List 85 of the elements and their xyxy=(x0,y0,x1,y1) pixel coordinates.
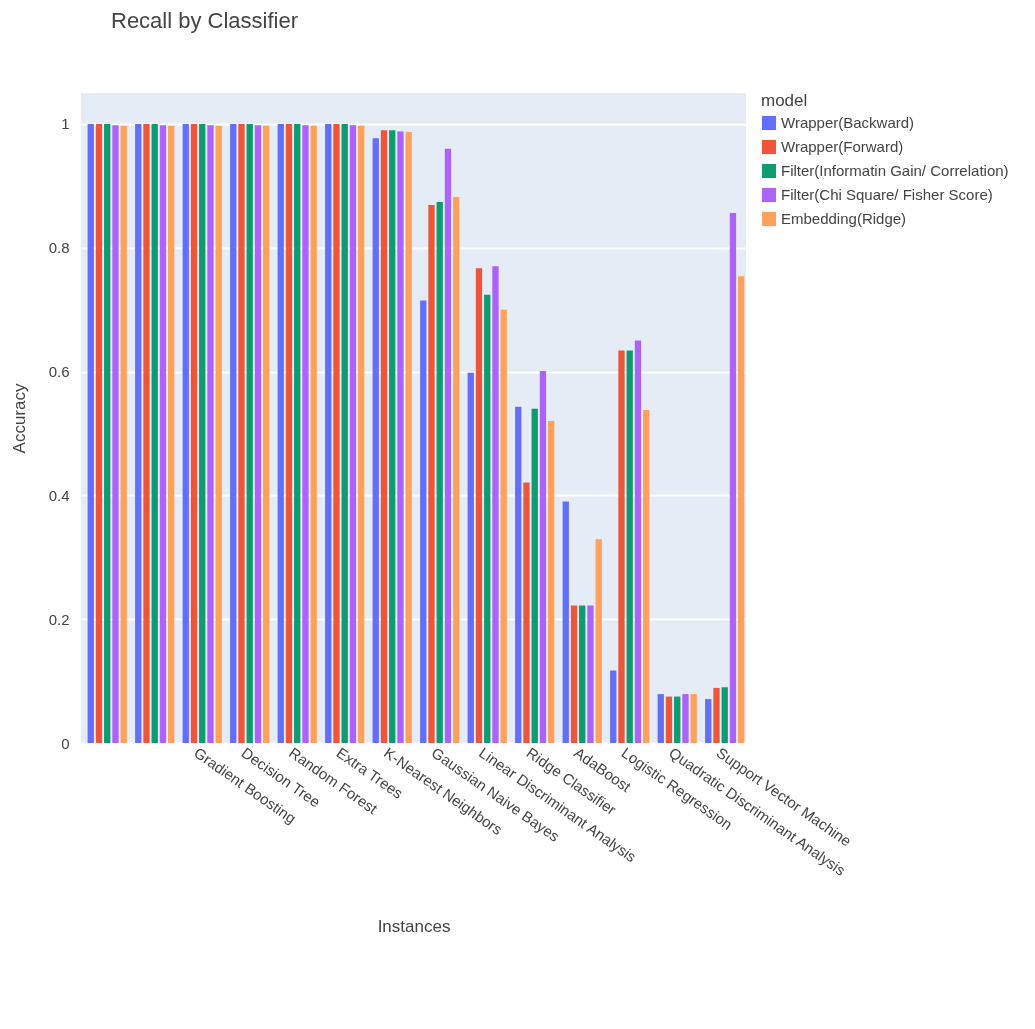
legend-label: Wrapper(Backward) xyxy=(781,114,915,131)
bar xyxy=(436,201,443,743)
bar xyxy=(263,125,270,743)
bar xyxy=(230,123,237,743)
bar xyxy=(705,699,712,743)
bar xyxy=(515,406,522,743)
bar xyxy=(199,123,206,743)
bar xyxy=(562,501,569,743)
bar xyxy=(325,123,332,743)
legend-label: Filter(Informatin Gain/ Correlation) xyxy=(781,162,1009,179)
y-tick-label: 0.4 xyxy=(48,486,70,504)
bar xyxy=(380,130,388,743)
y-tick-label: 0 xyxy=(61,734,70,752)
y-tick-label: 1 xyxy=(61,115,70,133)
bar xyxy=(120,125,127,743)
bar xyxy=(713,687,720,743)
bar xyxy=(389,130,396,743)
bar xyxy=(665,696,673,743)
bar xyxy=(548,421,555,743)
bar xyxy=(405,132,412,743)
bar xyxy=(207,125,214,743)
bar xyxy=(618,350,625,743)
bar xyxy=(294,123,301,743)
bar xyxy=(484,294,491,743)
y-tick-label: 0.2 xyxy=(48,610,70,628)
bar xyxy=(531,408,538,743)
y-axis-title: Accuracy xyxy=(9,383,29,454)
legend-title: model xyxy=(761,91,808,110)
bar xyxy=(349,125,357,743)
bar xyxy=(95,123,103,743)
bar xyxy=(358,125,365,743)
bar xyxy=(595,539,602,743)
bar xyxy=(428,205,435,743)
x-axis-title: Instances xyxy=(377,917,451,937)
bar xyxy=(159,125,167,743)
legend-label: Filter(Chi Square/ Fisher Score) xyxy=(781,186,993,203)
bar xyxy=(626,350,633,743)
bar xyxy=(135,123,142,743)
bar xyxy=(190,123,198,743)
bar xyxy=(738,276,745,743)
bar xyxy=(215,125,222,743)
bar xyxy=(721,687,728,743)
bar xyxy=(372,138,379,743)
bar xyxy=(539,370,547,743)
bar xyxy=(246,123,253,743)
bar xyxy=(579,605,586,743)
legend-label: Wrapper(Forward) xyxy=(781,138,904,155)
bar xyxy=(254,125,262,743)
bar xyxy=(467,372,474,743)
bar xyxy=(333,123,340,743)
bar xyxy=(643,409,650,743)
bar xyxy=(151,123,158,743)
bar xyxy=(444,148,452,743)
bar xyxy=(523,482,530,743)
legend-label: Embedding(Ridge) xyxy=(781,210,907,227)
bar xyxy=(143,123,150,743)
bar xyxy=(657,694,664,743)
bar xyxy=(285,123,293,743)
bar xyxy=(310,125,317,743)
bar xyxy=(341,123,348,743)
bar xyxy=(420,300,427,743)
bar xyxy=(500,309,507,743)
bar xyxy=(397,131,404,743)
bar xyxy=(587,605,594,743)
bar xyxy=(475,268,483,743)
bar xyxy=(492,266,499,743)
bar xyxy=(634,340,642,743)
bar xyxy=(277,123,284,743)
y-tick-label: 0.8 xyxy=(48,239,70,257)
bar xyxy=(682,694,689,743)
bar xyxy=(674,696,681,743)
bar xyxy=(104,123,111,743)
bar xyxy=(302,125,309,743)
bar xyxy=(168,125,175,743)
bar xyxy=(690,694,697,743)
bar xyxy=(182,123,189,743)
bar xyxy=(453,197,460,743)
y-tick-label: 0.6 xyxy=(48,363,70,381)
bar xyxy=(238,123,245,743)
bar xyxy=(729,213,737,743)
bar xyxy=(112,125,119,743)
bar xyxy=(570,605,578,743)
bar xyxy=(87,123,94,743)
chart-title: Recall by Classifier xyxy=(111,8,299,33)
bar xyxy=(610,670,617,743)
